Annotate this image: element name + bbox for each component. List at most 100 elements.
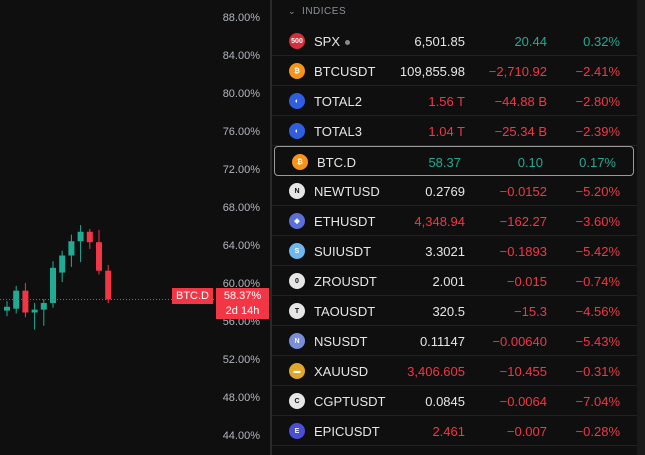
countdown-tag: 2d 14h [216, 303, 269, 319]
y-tick-label: 60.00% [222, 278, 260, 290]
last-price: 3,406.605 [407, 364, 465, 379]
change-value: −0.1893 [499, 244, 547, 259]
candle-body [68, 241, 75, 256]
candlestick-chart[interactable] [0, 0, 270, 455]
last-price: 6,501.85 [414, 34, 465, 49]
last-price: 320.5 [432, 304, 465, 319]
symbol-logo-icon: S [289, 243, 305, 259]
watchlist-row-taousdt[interactable]: T TAOUSDT 320.5 −15.3 −4.56% [272, 296, 637, 326]
y-tick-label: 48.00% [222, 392, 260, 404]
candle-body [105, 270, 112, 300]
change-percent: 0.32% [583, 34, 620, 49]
last-price: 2.461 [432, 424, 465, 439]
last-price: 2.001 [432, 274, 465, 289]
y-tick-label: 76.00% [222, 126, 260, 138]
price-chart[interactable]: 88.00% 84.00% 80.00% 76.00% 72.00% 68.00% 64.0… [0, 0, 270, 455]
last-price: 109,855.98 [399, 64, 465, 79]
change-value: −44.88 B [494, 94, 547, 109]
candle-body [96, 242, 102, 271]
last-price: 0.11147 [419, 334, 465, 349]
change-value: −0.00640 [492, 334, 547, 349]
symbol-logo-icon: N [289, 183, 305, 199]
change-value: −15.3 [514, 304, 547, 319]
change-value: 20.44 [514, 34, 547, 49]
candle-body [77, 231, 84, 242]
last-price: 58.37 [428, 155, 461, 170]
y-tick-label: 56.00% [222, 316, 260, 328]
change-value: −0.015 [506, 274, 547, 289]
symbol-name: SPX [314, 34, 351, 49]
symbol-logo-icon: 0 [289, 273, 305, 289]
price-tag: 58.37% [216, 288, 269, 304]
symbol-logo-icon: ◐ [289, 93, 305, 109]
symbol-name: TAOUSDT [314, 304, 376, 319]
symbol-logo-icon: ◆ [289, 213, 305, 229]
change-value: −2,710.92 [488, 64, 547, 79]
section-title: INDICES [302, 5, 347, 17]
change-value: −162.27 [499, 214, 547, 229]
symbol-logo-icon: C [289, 393, 305, 409]
change-percent: −4.56% [575, 304, 620, 319]
change-percent: −3.60% [575, 214, 620, 229]
symbol-logo-icon: ₿ [289, 63, 305, 79]
change-percent: −2.39% [575, 124, 620, 139]
y-tick-label: 88.00% [222, 12, 260, 24]
change-percent: −0.74% [575, 274, 620, 289]
symbol-name: ETHUSDT [314, 214, 376, 229]
watchlist-row-total2[interactable]: ◐ TOTAL2 1.56 T −44.88 B −2.80% [272, 86, 637, 116]
symbol-name: TOTAL3 [314, 124, 362, 139]
last-price: 1.56 T [428, 94, 465, 109]
change-percent: −5.43% [575, 334, 620, 349]
side-toolbar [637, 0, 645, 455]
symbol-name: XAUUSD [314, 364, 369, 379]
candle-body [50, 267, 56, 303]
symbol-name: NSUSDT [314, 334, 368, 349]
symbol-logo-icon: ◐ [289, 123, 305, 139]
change-percent: −0.28% [575, 424, 620, 439]
symbol-name: ZROUSDT [314, 274, 377, 289]
watchlist-row-ethusdt[interactable]: ◆ ETHUSDT 4,348.94 −162.27 −3.60% [272, 206, 637, 236]
watchlist-row-total3[interactable]: ◐ TOTAL3 1.04 T −25.34 B −2.39% [272, 116, 637, 146]
chevron-down-icon: ⌄ [288, 5, 297, 16]
last-price: 4,348.94 [414, 214, 465, 229]
watchlist-row-suiusdt[interactable]: S SUIUSDT 3.3021 −0.1893 −5.42% [272, 236, 637, 266]
symbol-name: CGPTUSDT [314, 394, 386, 409]
candle-body [4, 306, 10, 311]
watchlist-row-zrousdt[interactable]: 0 ZROUSDT 2.001 −0.015 −0.74% [272, 266, 637, 296]
watchlist-row-spx[interactable]: 500 SPX 6,501.85 20.44 0.32% [272, 26, 637, 56]
candle-body [22, 290, 29, 313]
last-price: 0.0845 [425, 394, 465, 409]
panel-divider[interactable] [270, 0, 272, 455]
symbol-logo-icon: T [289, 303, 305, 319]
y-tick-label: 68.00% [222, 202, 260, 214]
symbol-name: TOTAL2 [314, 94, 362, 109]
symbol-logo-icon: ▬ [289, 363, 305, 379]
change-value: −0.0152 [499, 184, 547, 199]
change-value: 0.10 [517, 155, 543, 170]
y-tick-label: 64.00% [222, 240, 260, 252]
watchlist-row-xauusd[interactable]: ▬ XAUUSD 3,406.605 −10.455 −0.31% [272, 356, 637, 386]
market-closed-dot-icon [345, 40, 351, 46]
y-tick-label: 52.00% [222, 354, 260, 366]
symbol-name: BTCUSDT [314, 64, 376, 79]
watchlist-row-btcusdt[interactable]: ₿ BTCUSDT 109,855.98 −2,710.92 −2.41% [272, 56, 637, 86]
section-header[interactable]: ⌄ INDICES [288, 4, 346, 18]
change-value: −25.34 B [494, 124, 547, 139]
change-value: −0.007 [506, 424, 547, 439]
y-tick-label: 72.00% [222, 164, 260, 176]
change-percent: −0.31% [575, 364, 620, 379]
watchlist-row-epicusdt[interactable]: E EPICUSDT 2.461 −0.007 −0.28% [272, 416, 637, 446]
watchlist-row-btcd[interactable]: ₿ BTC.D 58.37 0.10 0.17% [274, 146, 634, 176]
change-value: −0.0064 [499, 394, 547, 409]
watchlist-row-cgptusdt[interactable]: C CGPTUSDT 0.0845 −0.0064 −7.04% [272, 386, 637, 416]
y-tick-label: 84.00% [222, 50, 260, 62]
symbol-name: NEWTUSD [314, 184, 380, 199]
candle-body [40, 303, 47, 310]
watchlist-row-nsusdt[interactable]: N NSUSDT 0.11147 −0.00640 −5.43% [272, 326, 637, 356]
last-price: 1.04 T [428, 124, 465, 139]
symbol-name: BTC.D [317, 155, 356, 170]
watchlist-row-newtusd[interactable]: N NEWTUSD 0.2769 −0.0152 −5.20% [272, 176, 637, 206]
symbol-name: SUIUSDT [314, 244, 372, 259]
change-percent: 0.17% [579, 155, 616, 170]
change-percent: −2.80% [575, 94, 620, 109]
